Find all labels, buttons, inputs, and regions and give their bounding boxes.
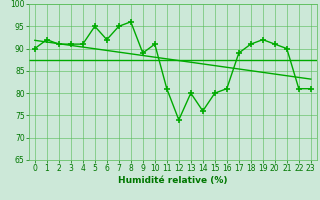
X-axis label: Humidité relative (%): Humidité relative (%) [118, 176, 228, 185]
